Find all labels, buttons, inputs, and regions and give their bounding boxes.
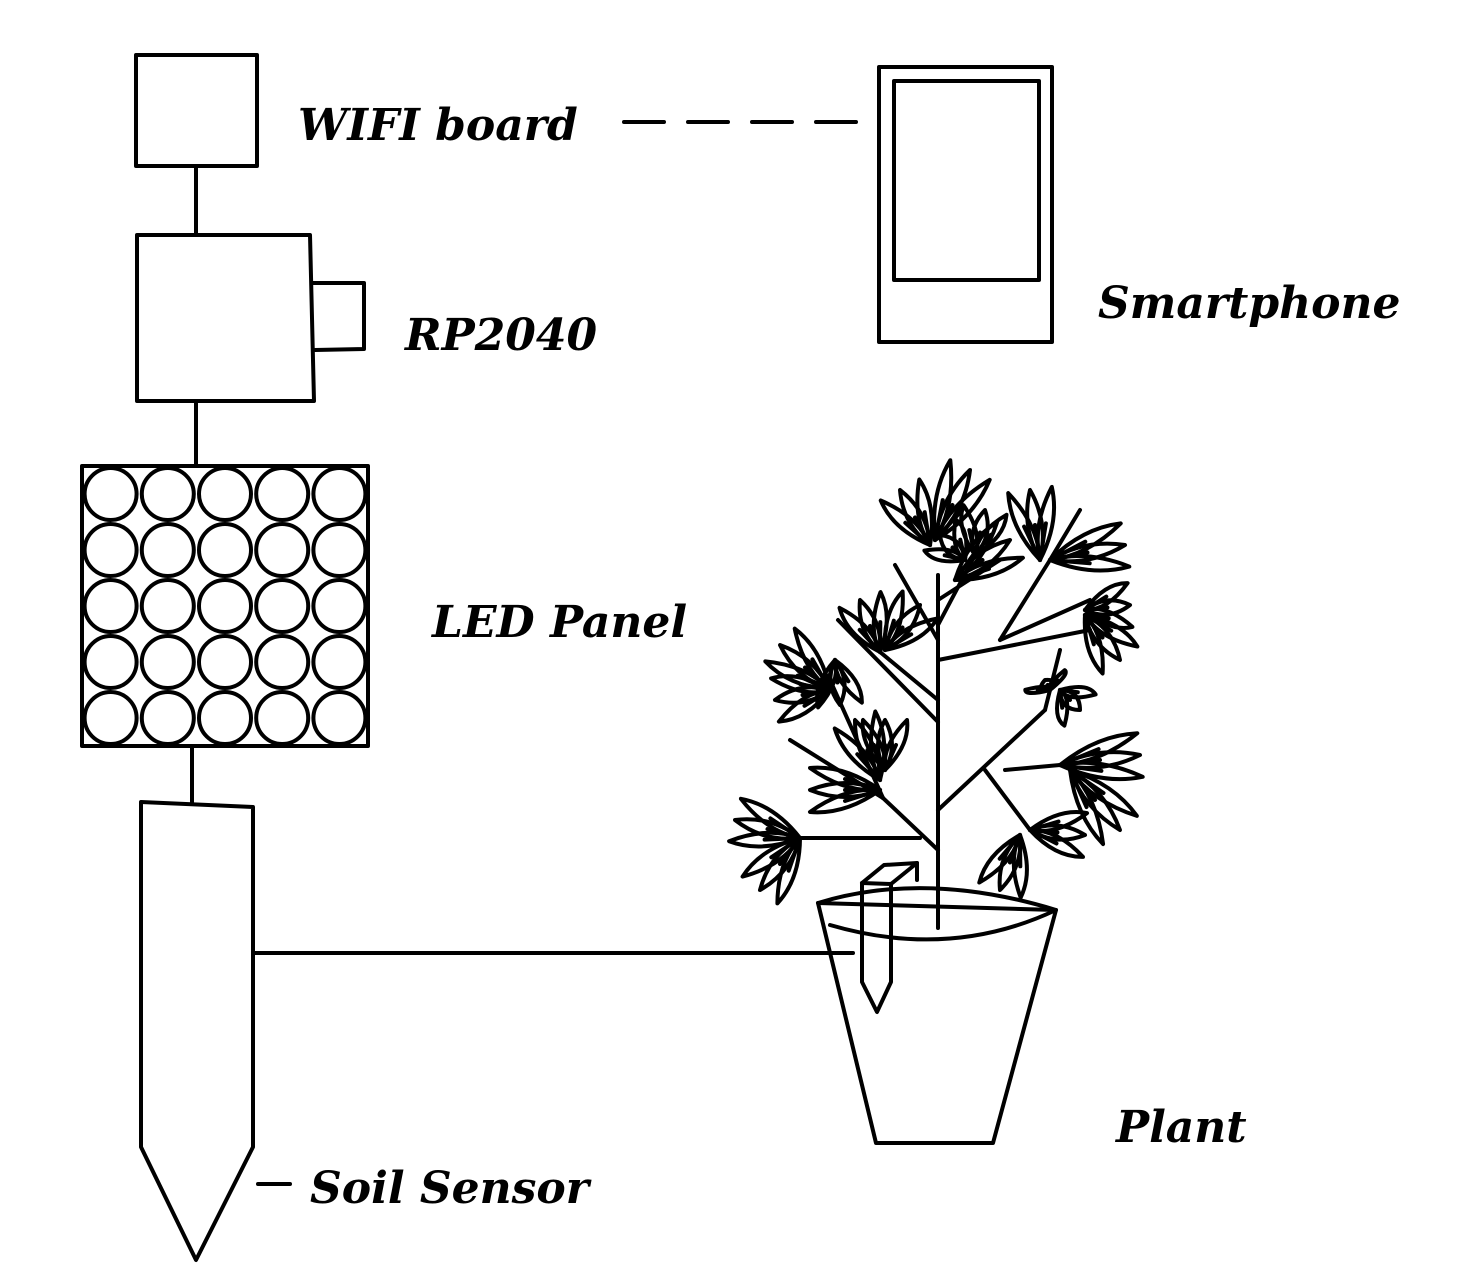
plant-leaf xyxy=(1046,668,1068,692)
led-bulb xyxy=(197,466,253,522)
plant-leaf xyxy=(953,555,1025,583)
led-bulb xyxy=(139,466,196,522)
label-plant: Plant xyxy=(1114,1102,1247,1153)
rp2040-connector xyxy=(311,281,366,352)
plant-leaf xyxy=(973,512,1009,557)
plant-leaf xyxy=(882,718,910,772)
pot-probe-top xyxy=(860,861,919,886)
plant-leaf xyxy=(915,477,934,547)
plant-leaf xyxy=(1035,484,1056,562)
led-bulb xyxy=(311,690,368,746)
led-bulb xyxy=(197,522,253,578)
led-bulb xyxy=(139,634,196,690)
plant-leaf xyxy=(769,674,832,695)
label-wifi-board: WIFI board xyxy=(298,100,578,151)
plant-leaf xyxy=(883,616,940,652)
led-bulb xyxy=(82,634,139,690)
plant-leaf xyxy=(1082,613,1105,676)
led-bulb xyxy=(311,578,368,634)
plant-leaf xyxy=(1068,768,1106,847)
label-led-panel: LED Panel xyxy=(430,597,687,648)
plant-stems xyxy=(788,508,1092,930)
label-smartphone: Smartphone xyxy=(1098,278,1400,329)
led-bulb xyxy=(311,522,368,578)
plant-leaf xyxy=(977,833,1022,885)
plant-pot xyxy=(816,901,1058,1145)
led-bulb xyxy=(197,690,253,746)
plant-leaf xyxy=(1028,827,1085,859)
smartphone-screen xyxy=(892,79,1041,282)
led-bulb xyxy=(139,578,196,634)
smartphone-body xyxy=(877,65,1054,344)
soil-sensor-body xyxy=(139,800,255,1262)
rp2040-box xyxy=(135,233,316,403)
led-bulb xyxy=(254,578,311,634)
led-bulb xyxy=(139,690,196,746)
led-bulb xyxy=(254,690,311,746)
label-soil-sensor: Soil Sensor xyxy=(310,1163,592,1214)
plant-leaf xyxy=(815,658,839,710)
led-bulb xyxy=(197,578,253,634)
led-bulb xyxy=(254,634,311,690)
pot-probe xyxy=(860,881,893,1014)
led-bulb xyxy=(82,578,139,634)
plant-leaf xyxy=(738,796,802,840)
led-bulb xyxy=(82,466,139,522)
led-bulb xyxy=(197,634,253,690)
led-bulb xyxy=(311,466,368,522)
plant-leaf xyxy=(740,836,802,879)
led-bulb xyxy=(82,522,139,578)
plant-leaves xyxy=(727,458,1145,906)
led-bulb xyxy=(139,522,196,578)
label-rp2040: RP2040 xyxy=(403,310,597,361)
led-bulb xyxy=(82,690,139,746)
led-panel-box xyxy=(80,464,370,748)
led-bulb xyxy=(254,466,311,522)
plant-leaf xyxy=(808,765,882,793)
plant-leaf xyxy=(1055,688,1070,728)
led-bulb xyxy=(311,634,368,690)
plant-leaf xyxy=(1048,554,1132,573)
led-grid xyxy=(82,466,368,746)
wifi-board-box xyxy=(134,53,259,168)
pot-soil-rim xyxy=(816,886,1058,942)
led-bulb xyxy=(254,522,311,578)
